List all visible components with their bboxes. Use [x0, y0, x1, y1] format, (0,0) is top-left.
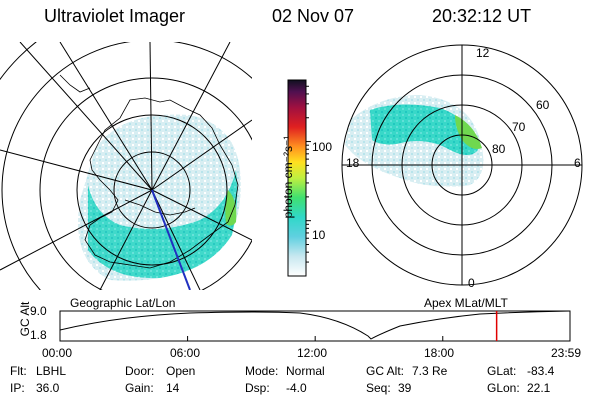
status-gain-value: 14 — [166, 381, 180, 395]
instrument-title: Ultraviolet Imager — [44, 6, 186, 26]
status-glat-label: GLat: — [487, 364, 517, 378]
geo-map — [0, 42, 252, 290]
orbit-xtick-label-1: 06:00 — [170, 346, 201, 360]
orbit-xtick-label-2: 12:00 — [297, 346, 328, 360]
status-ip-label: IP: — [10, 381, 25, 395]
status-gcalt-value: 7.3 Re — [412, 364, 448, 378]
colorbar-ticks — [306, 85, 311, 263]
status-glon-value: 22.1 — [527, 381, 551, 395]
status-flt-value: LBHL — [36, 364, 67, 378]
sun-meridian — [151, 189, 191, 290]
status-ip-value: 36.0 — [36, 381, 60, 395]
geo-aurora-bright — [225, 190, 237, 226]
mlt-label-right: 6 — [574, 156, 581, 170]
status-mode-label: Mode: — [245, 364, 279, 378]
apex-panel-label: Apex MLat/MLT — [424, 296, 508, 310]
orbit-altitude-curve — [59, 310, 571, 340]
status-glon-label: GLon: — [487, 381, 520, 395]
apex-map — [341, 44, 583, 286]
status-dsp-value: -4.0 — [286, 381, 307, 395]
orbit-x-ticks — [59, 336, 571, 341]
colorbar-label: photon cm⁻²s⁻¹ — [281, 135, 295, 219]
geo-aurora-oval — [88, 170, 238, 279]
orbit-ytick-low: 1.8 — [30, 328, 47, 342]
mlat-label-80: 80 — [492, 142, 506, 156]
status-gain-label: Gain: — [125, 381, 154, 395]
status-mode-value: Normal — [286, 364, 325, 378]
orbit-ytick-high: 9.0 — [30, 304, 47, 318]
colorbar-tick-100: 100 — [312, 140, 333, 154]
status-dsp-label: Dsp: — [245, 381, 270, 395]
status-gcalt-label: GC Alt: — [366, 364, 405, 378]
status-glat-value: -83.4 — [527, 364, 555, 378]
status-door-label: Door: — [125, 364, 155, 378]
mlt-label-top: 12 — [476, 46, 490, 60]
mlt-label-left: 18 — [346, 156, 360, 170]
apex-aurora-oval — [370, 104, 478, 155]
coastline — [84, 97, 239, 269]
date-label: 02 Nov 07 — [272, 6, 355, 26]
status-flt-label: Flt: — [10, 364, 27, 378]
mlat-label-70: 70 — [512, 120, 526, 134]
colorbar-tick-10: 10 — [312, 228, 326, 242]
geo-panel-label: Geographic Lat/Lon — [70, 296, 176, 310]
mlt-label-bottom: 0 — [468, 276, 475, 290]
orbit-xtick-label-3: 18:00 — [424, 346, 455, 360]
status-seq-value: 39 — [398, 381, 412, 395]
status-seq-label: Seq: — [366, 381, 391, 395]
time-label: 20:32:12 UT — [432, 6, 532, 26]
orbit-xtick-label-4: 23:59 — [551, 346, 582, 360]
orbit-plot — [59, 310, 571, 342]
status-door-value: Open — [166, 364, 196, 378]
orbit-xtick-label-0: 00:00 — [42, 346, 73, 360]
mlat-label-60: 60 — [536, 98, 550, 112]
colorbar — [287, 79, 307, 277]
